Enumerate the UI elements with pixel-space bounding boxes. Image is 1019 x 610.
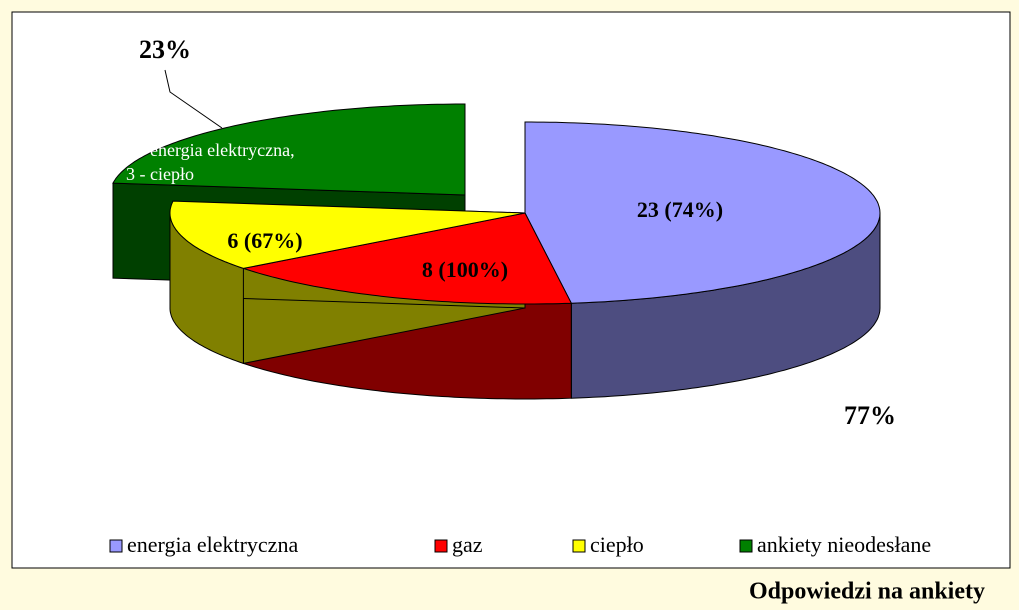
slice [169,200,526,269]
legend-swatch [434,539,448,553]
slice-label: 8 (100%) [422,257,508,282]
chart-title: Odpowiedzi na ankiety [749,579,985,605]
legend-swatch [572,539,586,553]
legend-label: ankiety nieodesłane [757,532,931,557]
legend-label: energia elektryczna [127,532,298,557]
legend-swatch [109,539,123,553]
slice [243,212,573,305]
leader-line [164,69,223,129]
slice-label: 6 (67%) [227,228,302,253]
legend-label: gaz [452,532,483,557]
slice-label: 23 (74%) [637,197,723,222]
annotation: 23% [139,35,191,64]
annotation: 77% [844,401,896,430]
legend-swatch [739,539,753,553]
legend-label: ciepło [590,532,644,557]
slice [112,103,466,196]
slice-label: 8 - energia elektryczna, 3 - ciepło [126,140,295,184]
slice [524,121,881,304]
